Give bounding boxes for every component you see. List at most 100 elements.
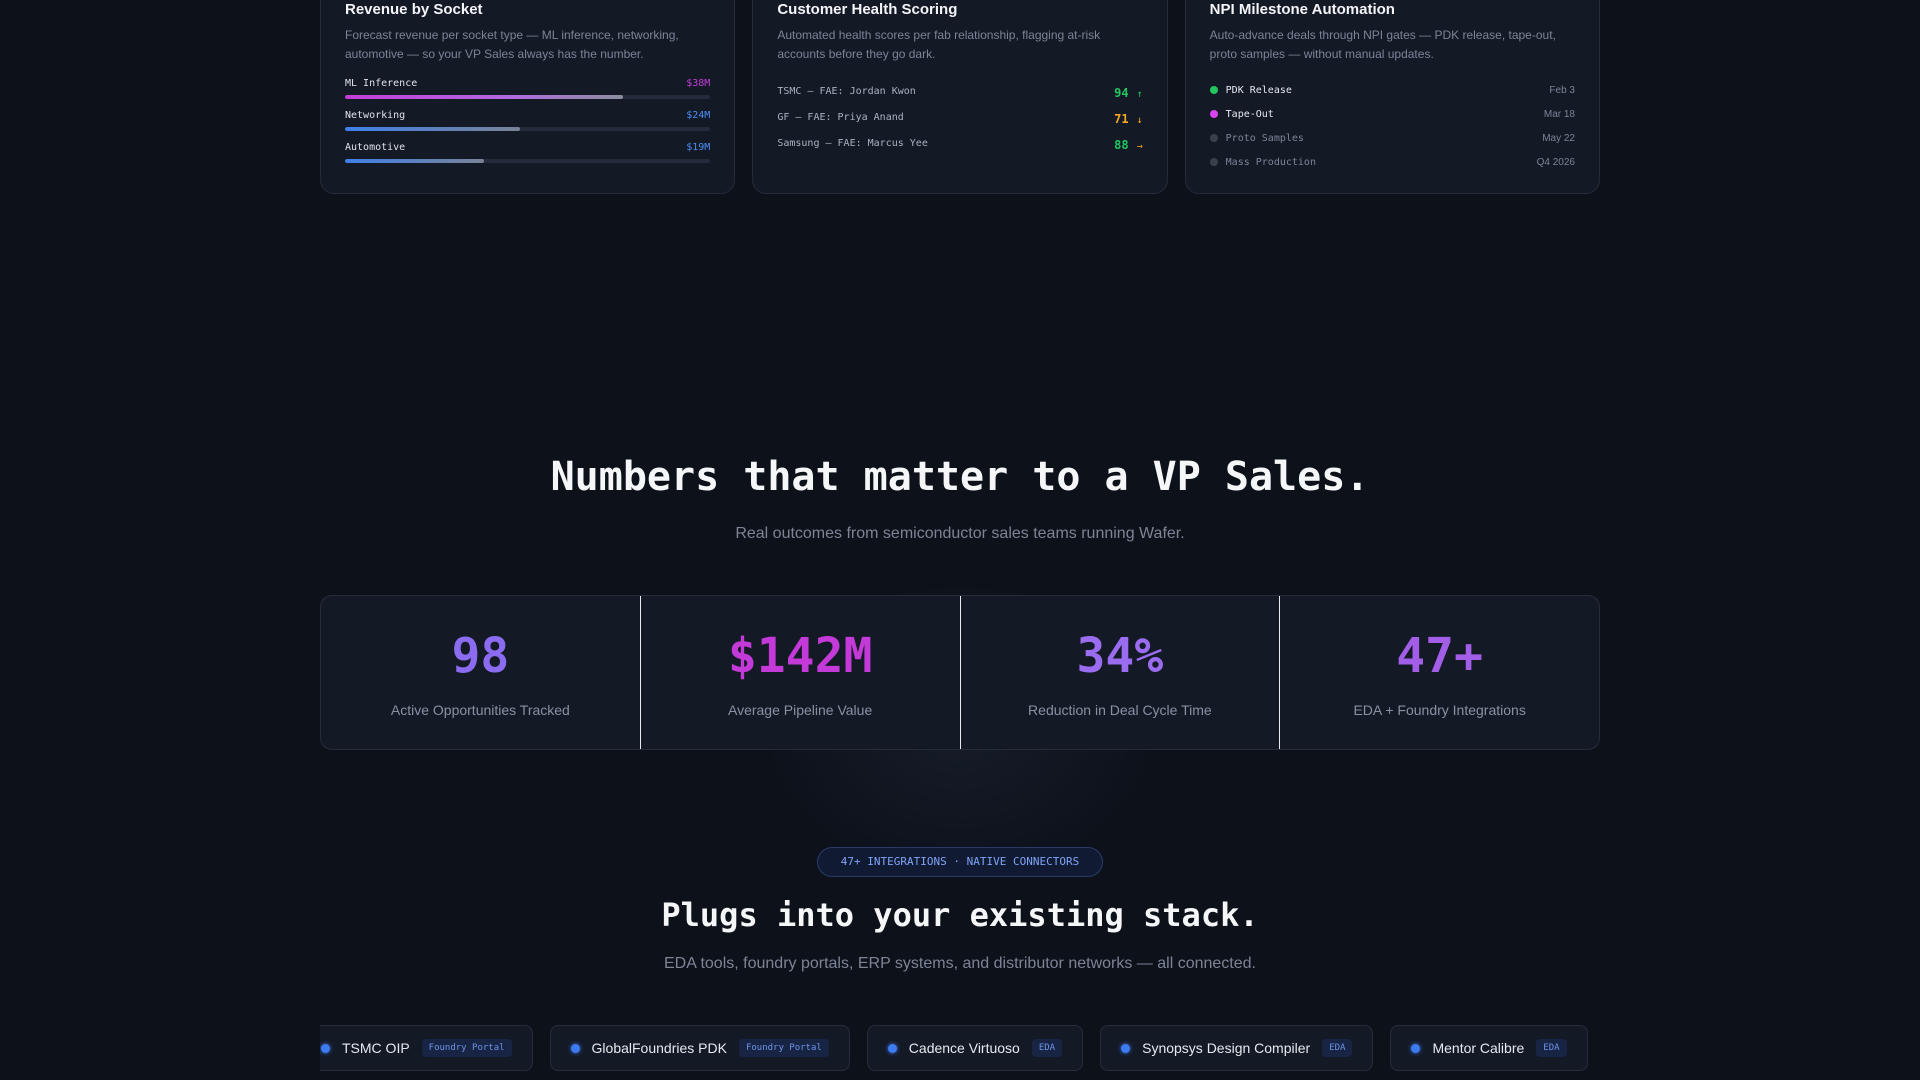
integration-name: GlobalFoundries PDK — [591, 1040, 727, 1056]
revenue-row-value: $19M — [686, 142, 711, 153]
revenue-row-header: ML Inference $38M — [345, 78, 710, 89]
npi-milestone-date: Feb 3 — [1549, 84, 1575, 96]
npi-milestone-row: PDK Release Feb 3 — [1209, 78, 1575, 102]
npi-milestone-date: May 22 — [1542, 132, 1575, 144]
integration-tag: EDA — [1322, 1039, 1353, 1057]
revenue-bar-fill — [345, 159, 484, 163]
revenue-row-header: Automotive $19M — [345, 142, 710, 153]
revenue-by-socket-card: Revenue by Socket Forecast revenue per s… — [320, 0, 736, 194]
revenue-row: Automotive $19M — [345, 142, 711, 163]
stat-label: Average Pipeline Value — [727, 702, 873, 718]
health-row: Samsung — FAE: Marcus Yee 88 → — [777, 130, 1142, 156]
numbers-subtitle: Real outcomes from semiconductor sales t… — [735, 525, 1185, 542]
health-rows: TSMC — FAE: Jordan Kwon 94 ↑ GF — FAE: Priy… — [777, 78, 1142, 156]
card-description: Forecast revenue per socket type — ML in… — [345, 28, 679, 61]
integrations-badge: 47+ INTEGRATIONS · NATIVE CONNECTORS — [817, 847, 1103, 877]
connector-dot-icon — [321, 1043, 330, 1053]
integration-chip[interactable]: GlobalFoundries PDK Foundry Portal — [549, 1025, 850, 1071]
health-score: 71 — [1114, 111, 1129, 126]
health-score-group: 94 ↑ — [1114, 82, 1142, 101]
integration-name: TSMC OIP — [342, 1040, 410, 1056]
revenue-row-label: ML Inference — [345, 78, 418, 89]
revenue-row-value: $24M — [686, 110, 711, 121]
revenue-row-label: Automotive — [345, 142, 406, 153]
integration-chip[interactable]: Mentor Calibre EDA — [1390, 1025, 1588, 1071]
integration-name: Synopsys Design Compiler — [1142, 1040, 1311, 1056]
integration-tag: EDA — [1031, 1039, 1063, 1057]
revenue-row: Networking $24M — [345, 110, 711, 131]
integration-tag: Foundry Portal — [738, 1039, 829, 1057]
npi-milestone-label: Proto Samples — [1225, 132, 1304, 144]
npi-milestone-row: Proto Samples May 22 — [1209, 126, 1575, 150]
card-title: Customer Health Scoring — [777, 1, 958, 18]
revenue-row-value: $38M — [686, 78, 711, 89]
revenue-bar-fill — [345, 95, 623, 99]
npi-milestone-card: NPI Milestone Automation Auto-advance de… — [1184, 0, 1600, 194]
stat-cell: 47+ EDA + Foundry Integrations — [1280, 596, 1599, 749]
integration-name: Mentor Calibre — [1432, 1040, 1525, 1056]
stat-value: 34% — [1076, 628, 1164, 684]
stat-value: 47+ — [1396, 628, 1483, 684]
integration-tag: EDA — [1536, 1039, 1567, 1057]
stat-cell: 98 Active Opportunities Tracked — [321, 596, 641, 749]
health-score: 88 — [1114, 137, 1129, 152]
feature-cards: Revenue by Socket Forecast revenue per s… — [320, 0, 1600, 194]
integration-chip[interactable]: Synopsys Design Compiler EDA — [1100, 1025, 1374, 1071]
status-dot-icon — [1209, 134, 1218, 142]
connector-dot-icon — [1411, 1043, 1421, 1053]
npi-milestone-date: Q4 2026 — [1536, 156, 1575, 168]
card-title: Revenue by Socket — [345, 1, 483, 18]
stat-label: Active Opportunities Tracked — [390, 702, 570, 718]
status-dot-icon — [1209, 158, 1218, 166]
health-row-label: GF — FAE: Priya Anand — [777, 111, 904, 123]
stat-cell: 34% Reduction in Deal Cycle Time — [961, 596, 1281, 749]
trend-arrow-icon: → — [1136, 140, 1143, 152]
card-description: Automated health scores per fab relation… — [777, 28, 1101, 61]
stat-value: $142M — [727, 628, 873, 684]
status-dot-icon — [1209, 110, 1218, 118]
npi-rows: PDK Release Feb 3 Tape-Out Mar 18 Proto Samp… — [1209, 78, 1575, 174]
revenue-bar-track — [345, 95, 711, 99]
npi-milestone-label: Tape-Out — [1225, 108, 1274, 120]
health-row: GF — FAE: Priya Anand 71 ↓ — [777, 104, 1142, 130]
revenue-bar-track — [345, 159, 711, 163]
revenue-rows: ML Inference $38M Networking $24M Automotive… — [345, 78, 711, 163]
stats-grid: 98 Active Opportunities Tracked $142M Avera… — [320, 595, 1600, 750]
health-row-label: Samsung — FAE: Marcus Yee — [777, 137, 928, 149]
integration-chip[interactable]: Cadence Virtuoso EDA — [866, 1025, 1084, 1071]
card-description: Auto-advance deals through NPI gates — P… — [1209, 28, 1556, 61]
npi-milestone-row: Tape-Out Mar 18 — [1209, 102, 1575, 126]
connector-dot-icon — [1121, 1043, 1131, 1053]
integrations-title: Plugs into your existing stack. — [661, 896, 1259, 934]
stat-cell: $142M Average Pipeline Value — [641, 596, 961, 749]
integration-name: Cadence Virtuoso — [908, 1040, 1020, 1056]
stat-label: EDA + Foundry Integrations — [1353, 702, 1526, 718]
health-row: TSMC — FAE: Jordan Kwon 94 ↑ — [777, 78, 1142, 104]
health-score: 94 — [1114, 85, 1129, 100]
npi-milestone-row: Mass Production Q4 2026 — [1209, 150, 1575, 174]
integration-chip[interactable]: TSMC OIP Foundry Portal — [320, 1025, 533, 1071]
status-dot-icon — [1209, 86, 1218, 94]
revenue-row: ML Inference $38M — [345, 78, 711, 99]
customer-health-card: Customer Health Scoring Automated health… — [752, 0, 1168, 194]
connector-dot-icon — [570, 1043, 580, 1053]
integrations-carousel: TSMC OIP Foundry Portal GlobalFoundries PD… — [320, 1025, 1600, 1071]
card-title: NPI Milestone Automation — [1209, 1, 1395, 18]
stat-value: 98 — [451, 628, 510, 684]
numbers-title: Numbers that matter to a VP Sales. — [550, 454, 1370, 500]
health-score-group: 88 → — [1114, 134, 1142, 153]
integrations-subtitle: EDA tools, foundry portals, ERP systems,… — [664, 955, 1256, 972]
stat-label: Reduction in Deal Cycle Time — [1028, 702, 1212, 718]
revenue-row-header: Networking $24M — [345, 110, 710, 121]
revenue-row-label: Networking — [345, 110, 406, 121]
trend-arrow-icon: ↑ — [1136, 88, 1143, 100]
integration-tag: Foundry Portal — [421, 1039, 512, 1057]
revenue-bar-fill — [345, 127, 521, 131]
npi-milestone-date: Mar 18 — [1543, 108, 1575, 120]
health-score-group: 71 ↓ — [1114, 108, 1142, 127]
integrations-track: TSMC OIP Foundry Portal GlobalFoundries PD… — [320, 1025, 1588, 1071]
health-row-label: TSMC — FAE: Jordan Kwon — [777, 85, 916, 97]
trend-arrow-icon: ↓ — [1136, 114, 1143, 126]
connector-dot-icon — [887, 1043, 897, 1053]
npi-milestone-label: Mass Production — [1225, 156, 1316, 168]
